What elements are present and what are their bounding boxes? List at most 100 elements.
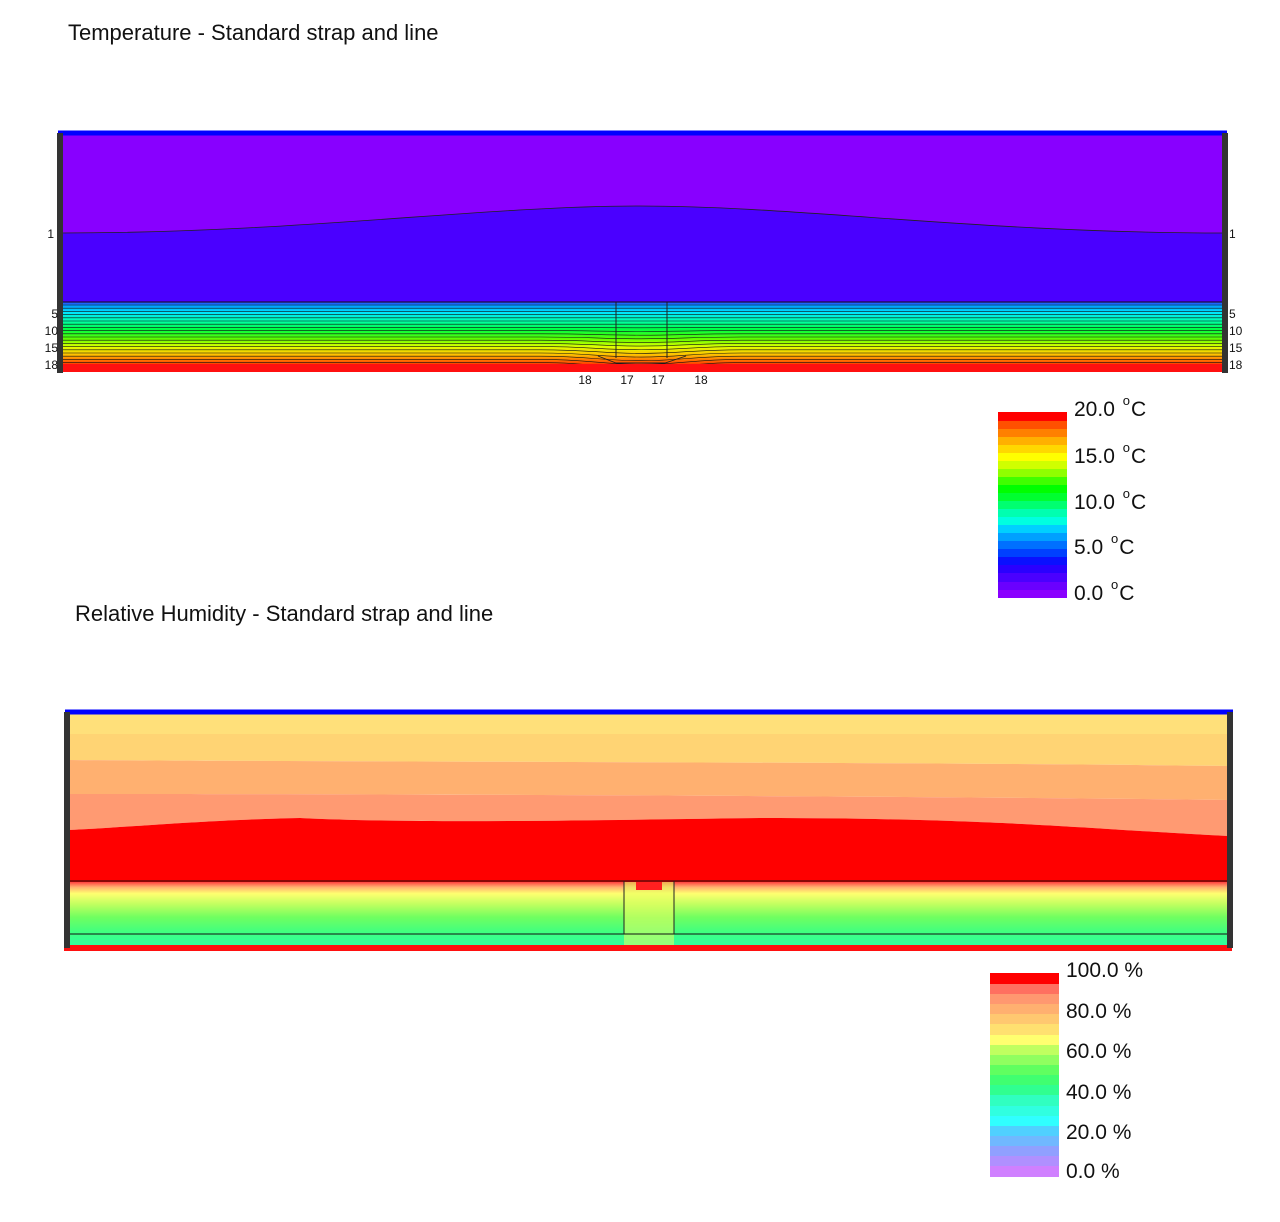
temp-left-label-5: 5 (51, 307, 58, 321)
temp-colorbar-band (998, 460, 1067, 469)
rh-zone-top-overlay (68, 712, 1228, 734)
rh-legend-label-20: 20.0 % (1066, 1121, 1132, 1144)
rh-legend-label-100: 100.0 % (1066, 959, 1144, 982)
temp-colorbar-band (998, 524, 1067, 534)
temp-left-label-15: 15 (45, 341, 59, 355)
rh-colorbar-band (990, 1104, 1059, 1116)
rh-colorbar-band (990, 1135, 1059, 1147)
temp-legend-label-10: 10.0 oC (1074, 486, 1147, 515)
rh-colorbar-band (990, 1115, 1059, 1126)
temp-bottom-label-18b: 18 (694, 373, 708, 387)
rh-colorbar-band (990, 1155, 1059, 1167)
temp-legend-value-10: 10.0 (1074, 491, 1115, 514)
temp-colorbar-band (998, 452, 1067, 461)
temp-right-label-18: 18 (1229, 358, 1243, 372)
temp-legend-value-20: 20.0 (1074, 398, 1115, 421)
rh-legend-label-60: 60.0 % (1066, 1040, 1132, 1063)
rh-colorbar-band (990, 1023, 1059, 1035)
temp-colorbar-band (998, 532, 1067, 542)
rh-colorbar-band (990, 973, 1059, 984)
rh-colorbar-band (990, 983, 1059, 994)
humidity-colorbar-bands (990, 973, 1059, 1177)
degree-mark: o (1122, 486, 1130, 501)
temp-bottom-label-18a: 18 (578, 373, 592, 387)
temp-left-boundary (57, 133, 63, 373)
temp-colorbar-band (998, 476, 1067, 485)
rh-colorbar-band (990, 1084, 1059, 1096)
rh-right-boundary (1227, 712, 1233, 948)
rh-legend-label-0: 0.0 % (1066, 1160, 1120, 1183)
temp-unit: C (1130, 398, 1147, 421)
temp-right-label-15: 15 (1229, 341, 1243, 355)
temp-colorbar-band (998, 548, 1067, 558)
temp-bottom-label-17a: 17 (620, 373, 634, 387)
temp-unit: C (1130, 491, 1147, 514)
temp-isotherm-line (60, 336, 1225, 340)
rh-colorbar-band (990, 1094, 1059, 1106)
temp-legend-value-15: 15.0 (1074, 445, 1115, 468)
rh-colorbar-band (990, 1003, 1059, 1015)
temp-colorbar-band (998, 580, 1067, 590)
temp-colorbar-band (998, 468, 1067, 477)
rh-strap-wet-spot (636, 882, 662, 890)
temp-colorbar-band (998, 500, 1067, 510)
temp-right-boundary (1222, 133, 1228, 373)
temp-colorbar-band (998, 572, 1067, 582)
temp-legend-label-0: 0.0 oC (1074, 577, 1135, 606)
rh-zone-3 (68, 760, 1228, 800)
temp-colorbar-band (998, 436, 1067, 445)
rh-zone-saturated (68, 818, 1228, 882)
rh-strap-zone (624, 882, 674, 946)
temperature-plot: 1 5 10 15 18 1 5 10 15 18 18 17 17 18 (45, 130, 1243, 387)
temp-colorbar-band (998, 508, 1067, 518)
temp-isotherm-line (60, 349, 1225, 354)
rh-colorbar-band (990, 1054, 1059, 1065)
temp-legend-label-5: 5.0 oC (1074, 531, 1135, 560)
temperature-colorbar-bands (998, 412, 1067, 598)
rh-colorbar-band (990, 1165, 1059, 1177)
temp-colorbar-band (998, 564, 1067, 574)
temp-zone-1c (60, 206, 1225, 302)
temp-colorbar-band (998, 412, 1067, 421)
rh-colorbar-band (990, 1013, 1059, 1025)
rh-colorbar-band (990, 993, 1059, 1005)
temp-isotherm-line (60, 352, 1225, 358)
temp-colorbar-band (998, 556, 1067, 566)
temp-left-label-18: 18 (45, 358, 59, 372)
degree-mark: o (1122, 393, 1130, 408)
temp-legend-label-20: 20.0 oC (1074, 393, 1147, 422)
rh-colorbar-band (990, 1044, 1059, 1055)
rh-colorbar-band (990, 1125, 1059, 1136)
temp-right-label-5: 5 (1229, 307, 1236, 321)
temp-colorbar-band (998, 420, 1067, 429)
temp-isotherm-line (60, 333, 1225, 336)
temperature-chart-title: Temperature - Standard strap and line (68, 20, 439, 45)
temp-isotherm-line (60, 346, 1225, 351)
temp-colorbar-band (998, 444, 1067, 453)
rh-legend-label-40: 40.0 % (1066, 1081, 1132, 1104)
rh-zone-2 (68, 731, 1228, 766)
temp-right-label-10: 10 (1229, 324, 1243, 338)
humidity-chart-title: Relative Humidity - Standard strap and l… (75, 601, 494, 626)
temp-isotherm-line (60, 339, 1225, 343)
temp-colorbar-band (998, 588, 1067, 598)
temp-colorbar-band (998, 516, 1067, 526)
temp-unit: C (1119, 536, 1135, 559)
temp-isotherm-line (60, 330, 1225, 332)
humidity-plot (64, 709, 1233, 951)
temp-isotherm-line (60, 343, 1225, 347)
temp-isotherm-line (60, 355, 1225, 362)
rh-legend-label-80: 80.0 % (1066, 1000, 1132, 1023)
rh-colorbar-band (990, 1145, 1059, 1157)
temp-legend-value-0: 0.0 (1074, 582, 1104, 605)
temp-isotherm-lines (60, 304, 1225, 369)
temp-unit: C (1119, 582, 1135, 605)
degree-mark: o (1122, 440, 1130, 455)
temp-colorbar-band (998, 492, 1067, 502)
temp-legend-label-15: 15.0 oC (1074, 440, 1146, 469)
temp-left-label-1: 1 (47, 227, 54, 241)
rh-zone-4 (68, 794, 1228, 836)
temp-bottom-boundary (60, 364, 1225, 372)
temp-colorbar-band (998, 428, 1067, 437)
